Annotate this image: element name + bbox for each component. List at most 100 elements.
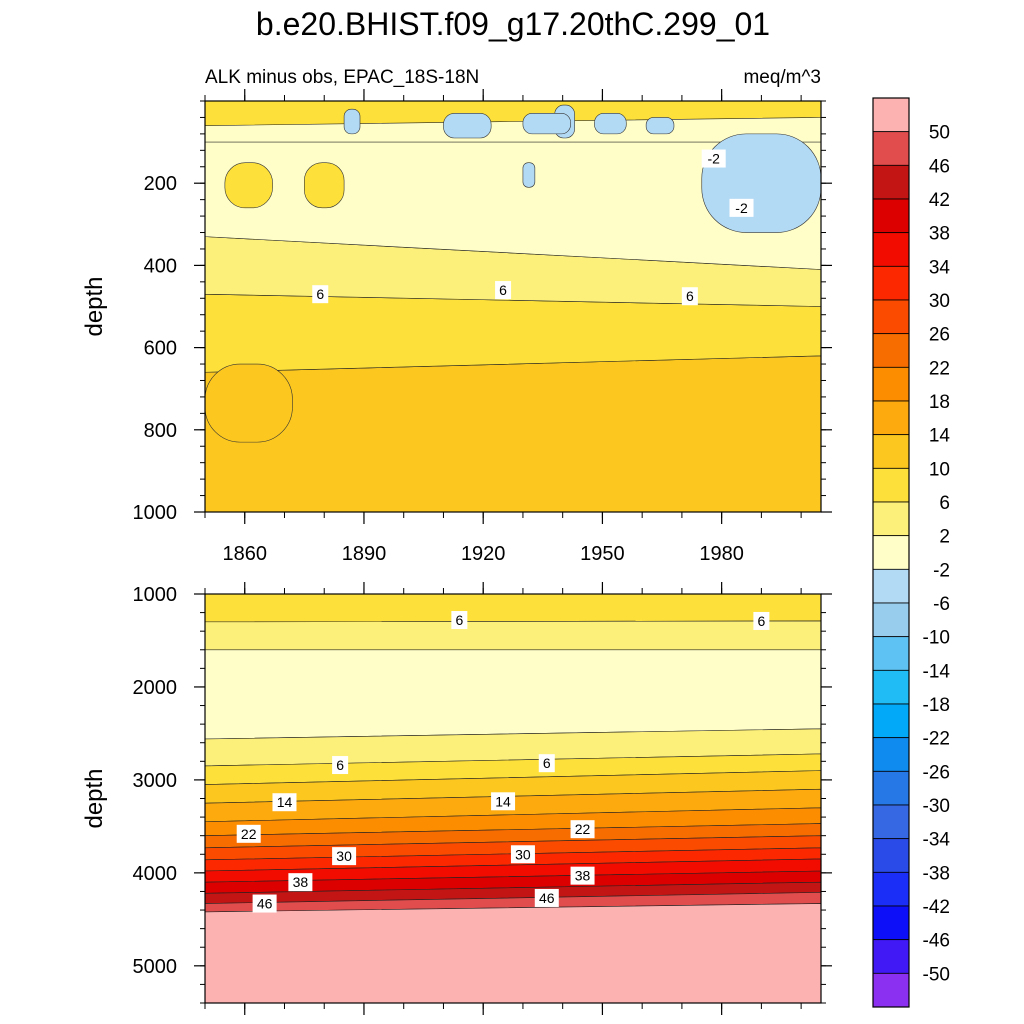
colorbar-label: 38 [929, 224, 950, 245]
colorbar-swatch [872, 905, 910, 941]
contour-label-box [332, 847, 357, 866]
contour-label-box [510, 845, 535, 864]
contour-label-box [491, 792, 516, 811]
contour-band [205, 355, 821, 512]
contour-label--2: -2 [701, 149, 726, 168]
contour-label-text: 6 [543, 755, 551, 771]
contour-label-14: 14 [491, 792, 516, 811]
lower-depth-panel: 6 6 6 6 14 14 22 22 30 30 38 38 46 46 1000 2000 3000 4000… [81, 582, 832, 1015]
y-tick-label: 1000 [133, 502, 178, 524]
x-tick-label: 1890 [342, 543, 387, 565]
contour-label-6: 6 [681, 287, 698, 306]
contour-band [205, 858, 821, 883]
colorbar-label: 18 [929, 392, 950, 413]
colorbar-label: -30 [923, 796, 950, 817]
colorbar-label: 50 [929, 123, 950, 144]
colorbar-frame [872, 97, 910, 1008]
colorbar-swatch [872, 333, 910, 368]
colorbar-swatch [872, 737, 910, 772]
colorbar-label: 2 [939, 527, 950, 548]
contour-label-box [312, 285, 329, 304]
contour-band [205, 594, 821, 623]
upper-depth-panel: -2 -2 6 6 6 200 400 600 800 1000 depth 1860 1890 1920… [81, 89, 832, 565]
contour-label-46: 46 [252, 894, 277, 913]
colorbar-swatch [872, 366, 910, 402]
colorbar: 50 46 42 38 34 30 26 22 18 14 10 6 2 -2 -6 -10 -14 -18 -22… [872, 97, 951, 1008]
contour-label-6: 6 [451, 611, 468, 630]
colorbar-label: 10 [929, 459, 950, 480]
contour-band [205, 823, 821, 849]
contour-band [205, 620, 821, 651]
colorbar-swatch [872, 871, 910, 907]
contour-field: 6 6 6 6 14 14 22 22 30 30 38 38 46 46 [205, 594, 821, 1003]
contour-label-text: 14 [277, 794, 293, 810]
colorbar-label: -46 [923, 931, 950, 952]
contour-band [205, 649, 821, 740]
colorbar-swatch [872, 164, 910, 200]
y-tick-label: 2000 [133, 677, 178, 699]
colorbar-label: 14 [929, 426, 951, 447]
y-axis-title: depth [81, 276, 108, 336]
contour-label-38: 38 [288, 873, 313, 892]
plot-frame [204, 100, 822, 513]
contour-label-22: 22 [236, 824, 261, 843]
colorbar-label: 30 [929, 291, 950, 312]
colorbar-swatch [872, 535, 910, 570]
contour-patch [701, 133, 821, 233]
colorbar-label: -18 [923, 695, 950, 716]
contour-label-text: 30 [336, 848, 352, 864]
contour-label-6: 6 [312, 285, 329, 304]
y-tick-label: 4000 [133, 863, 178, 885]
contour-label-6: 6 [753, 611, 770, 630]
contour-label-46: 46 [534, 888, 559, 907]
contour-label-box [332, 756, 349, 775]
colorbar-swatch [872, 501, 910, 537]
contour-patch [304, 162, 345, 209]
figure-title: b.e20.BHIST.f09_g17.20thC.299_01 [256, 6, 770, 42]
colorbar-swatch [872, 838, 910, 873]
contour-label-text: 6 [686, 288, 694, 304]
contour-label-box [451, 611, 468, 630]
contour-label-text: 38 [293, 874, 309, 890]
y-tick-label: 600 [144, 338, 177, 360]
colorbar-label: -10 [923, 628, 950, 649]
contour-label-22: 22 [570, 820, 595, 839]
y-tick-label: 200 [144, 173, 177, 195]
contour-label-text: 22 [575, 821, 591, 837]
y-tick-label: 1000 [133, 584, 178, 606]
contour-label-text: -2 [707, 151, 720, 167]
contour-label-box [538, 754, 555, 773]
contour-band [205, 903, 821, 1003]
contour-band [205, 770, 821, 804]
y-tick-label: 3000 [133, 770, 178, 792]
contour-label-box [681, 287, 698, 306]
contour-label-6: 6 [538, 754, 555, 773]
contour-label-box [495, 281, 512, 300]
contour-label-box [272, 793, 297, 812]
colorbar-label: -38 [923, 863, 950, 884]
colorbar-swatch [872, 265, 910, 301]
colorbar-swatch [872, 232, 910, 267]
y-tick-label: 5000 [133, 956, 178, 978]
contour-label-30: 30 [332, 847, 357, 866]
contour-patch [443, 113, 492, 139]
contour-band [205, 753, 821, 785]
contour-label-text: 22 [241, 826, 257, 842]
contour-patch [205, 363, 293, 443]
subtitle-units: meq/m^3 [743, 67, 821, 88]
contour-label-box [252, 894, 277, 913]
contour-label-text: 14 [495, 793, 511, 809]
colorbar-swatch [872, 467, 910, 503]
contour-label-text: 46 [539, 890, 555, 906]
x-tick-label: 1980 [699, 543, 744, 565]
contour-label-30: 30 [510, 845, 535, 864]
colorbar-swatch [872, 602, 910, 638]
contour-label-6: 6 [495, 281, 512, 300]
contour-band [205, 892, 821, 913]
contour-label-38: 38 [570, 866, 595, 885]
colorbar-swatch [872, 299, 910, 335]
colorbar-swatch [872, 400, 910, 436]
contour-label-box [753, 611, 770, 630]
contour-label-box [729, 198, 754, 217]
contour-band [205, 807, 821, 836]
